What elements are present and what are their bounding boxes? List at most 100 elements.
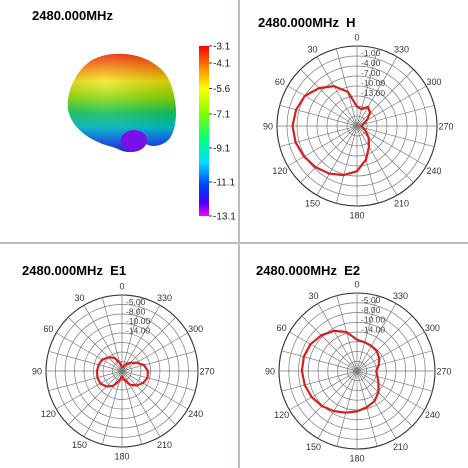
trace-point bbox=[375, 350, 378, 353]
angle-label: 90 bbox=[263, 122, 273, 132]
trace-point bbox=[332, 330, 335, 332]
trace-point bbox=[301, 370, 303, 372]
trace-point bbox=[365, 119, 368, 122]
angle-label: 30 bbox=[307, 44, 317, 54]
angle-label: 180 bbox=[114, 452, 129, 462]
grid-spoke bbox=[83, 370, 123, 437]
grid-spoke bbox=[287, 125, 358, 167]
grid-spoke bbox=[356, 315, 413, 372]
grid-spoke bbox=[356, 370, 413, 427]
angle-label: 210 bbox=[393, 442, 408, 452]
trace-point bbox=[328, 172, 331, 175]
trace-point bbox=[320, 334, 323, 337]
colorbar-tick-label: -13.1 bbox=[213, 212, 236, 223]
grid-spoke bbox=[356, 370, 425, 411]
trace-point bbox=[362, 123, 364, 126]
pattern-3d-figure: -3.1 -4.1 -5.6 -7.1 -9.1 -11.1 -13.1 bbox=[67, 42, 236, 223]
grid-spoke bbox=[300, 69, 358, 127]
trace-point bbox=[365, 158, 367, 161]
radial-label: -5.00 bbox=[126, 297, 146, 307]
trace-point bbox=[321, 405, 323, 407]
angle-label: 300 bbox=[425, 323, 440, 333]
trace-point bbox=[377, 364, 380, 367]
trace-point bbox=[360, 125, 363, 127]
trace-point bbox=[146, 376, 149, 379]
grid-spoke bbox=[316, 125, 358, 196]
trace-point bbox=[356, 410, 358, 413]
grid-spoke bbox=[279, 104, 358, 127]
trace-point bbox=[123, 378, 126, 381]
colorbar-tick-label: -5.6 bbox=[213, 84, 231, 95]
radial-label: -5.00 bbox=[361, 295, 381, 305]
grid-spoke bbox=[121, 297, 143, 372]
colorbar-tick-label: -11.1 bbox=[213, 178, 235, 189]
trace-point bbox=[356, 338, 358, 341]
grid-spoke bbox=[356, 125, 427, 167]
polar-grid bbox=[276, 45, 438, 207]
pattern-blob-shading bbox=[67, 53, 176, 153]
angle-label: 60 bbox=[43, 324, 53, 334]
radial-label: -14.00 bbox=[126, 326, 150, 336]
trace-point bbox=[142, 382, 144, 384]
trace-point bbox=[365, 406, 368, 409]
trace-point bbox=[143, 364, 145, 366]
trace-point bbox=[294, 141, 297, 144]
trace-point bbox=[97, 363, 100, 366]
grid-spoke bbox=[101, 370, 123, 445]
polar-grid bbox=[45, 294, 199, 448]
angle-label: 120 bbox=[41, 409, 56, 419]
angle-label: 120 bbox=[272, 166, 287, 176]
angle-label: 300 bbox=[427, 77, 442, 87]
grid-spoke bbox=[356, 56, 398, 127]
angle-label: 120 bbox=[274, 410, 289, 420]
grid-spoke bbox=[121, 332, 188, 372]
angle-label: 270 bbox=[436, 367, 451, 377]
grid-spoke bbox=[356, 85, 427, 127]
grid-spoke bbox=[301, 315, 358, 372]
horizontal-divider bbox=[0, 242, 468, 244]
trace-point bbox=[118, 380, 121, 382]
trace-point bbox=[369, 112, 371, 114]
angle-label: 240 bbox=[425, 410, 440, 420]
colorbar-ticks: -3.1 -4.1 -5.6 -7.1 -9.1 -11.1 -13.1 bbox=[209, 42, 236, 223]
trace-point bbox=[101, 358, 104, 361]
grid-spoke bbox=[356, 48, 379, 127]
radial-label: -8.00 bbox=[361, 305, 381, 315]
angle-label: 0 bbox=[119, 282, 124, 292]
radial-label: -10.00 bbox=[361, 315, 385, 325]
grid-spoke bbox=[336, 370, 358, 447]
trace-point bbox=[342, 174, 345, 177]
grid-spoke bbox=[121, 370, 161, 437]
trace-point bbox=[370, 345, 373, 347]
trace-point bbox=[377, 382, 380, 385]
grid-spoke bbox=[317, 370, 358, 439]
grid-spoke bbox=[356, 350, 433, 372]
trace-point bbox=[360, 108, 363, 111]
angle-label: 210 bbox=[157, 440, 172, 450]
angle-label: 90 bbox=[32, 367, 42, 377]
radial-label: -10.00 bbox=[126, 316, 150, 326]
grid-spoke bbox=[356, 104, 435, 127]
radial-label: -13.00 bbox=[361, 88, 385, 98]
grid-spoke bbox=[281, 370, 358, 392]
angle-label: 150 bbox=[306, 442, 321, 452]
grid-spoke bbox=[356, 370, 433, 392]
grid-spoke bbox=[317, 303, 358, 372]
grid-spoke bbox=[281, 350, 358, 372]
radial-label: -10.00 bbox=[361, 78, 385, 88]
polar-panel-h: 2480.000MHz H 0 30 60 90 120 150 180 210 240 270 3… bbox=[240, 0, 468, 242]
angle-label: 330 bbox=[393, 291, 408, 301]
trace-point bbox=[112, 384, 115, 387]
grid-spoke bbox=[335, 48, 358, 127]
trace-point bbox=[364, 130, 367, 132]
trace-point bbox=[135, 361, 138, 364]
colorbar-tick-label: -7.1 bbox=[213, 110, 231, 121]
grid-spoke bbox=[121, 305, 161, 372]
grid-spoke bbox=[121, 370, 196, 392]
colorbar bbox=[199, 46, 209, 216]
polar-chart-e2: 0 30 60 90 120 150 180 210 240 270 300 330 -5.00-8.0… bbox=[265, 280, 452, 464]
angle-label: 0 bbox=[354, 33, 359, 43]
grid-spoke bbox=[335, 125, 358, 204]
grid-spoke bbox=[68, 317, 123, 372]
trace-point bbox=[121, 375, 123, 378]
